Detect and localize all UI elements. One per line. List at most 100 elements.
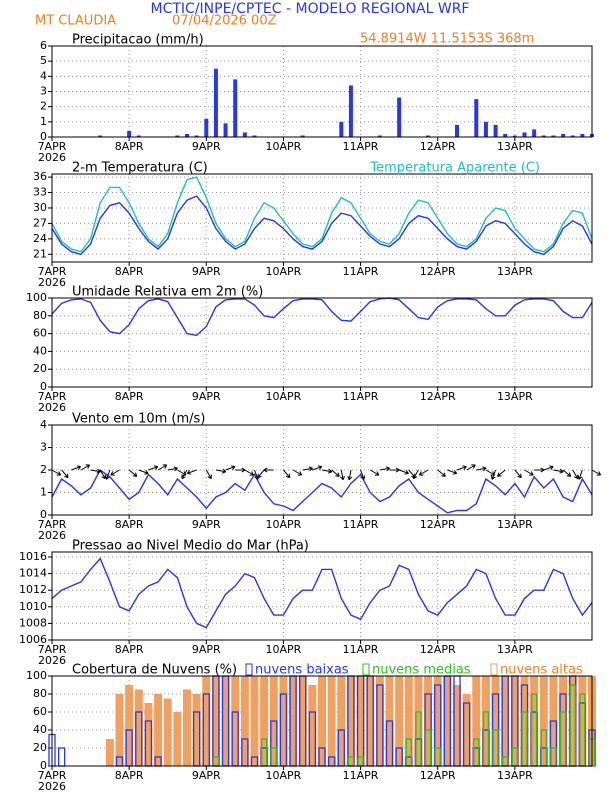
bar	[532, 129, 537, 137]
wind-arrow	[485, 469, 496, 476]
plot-frame	[51, 675, 593, 767]
wind-arrow	[157, 464, 168, 471]
y-tick-label: 1016	[19, 550, 47, 563]
y-tick-label: 5	[40, 54, 47, 67]
y-tick-label: 30	[33, 201, 47, 214]
bar	[578, 676, 587, 766]
bar	[105, 739, 114, 766]
bar	[395, 676, 404, 766]
wind-arrow	[71, 465, 82, 471]
y-tick-label: 1	[40, 115, 47, 128]
bar	[426, 135, 431, 137]
plot-frame	[51, 173, 593, 263]
bar	[308, 685, 317, 766]
bar	[510, 676, 519, 766]
plot-frame	[51, 45, 593, 138]
bar	[520, 676, 529, 766]
wind-arrow	[347, 469, 353, 481]
wind-arrow	[292, 469, 303, 476]
y-tick-label: 1008	[19, 616, 47, 629]
y-tick-label: 1012	[19, 583, 47, 596]
x-tick-label: 10APR	[266, 643, 302, 656]
wind-arrow	[398, 469, 409, 475]
bar	[211, 676, 220, 766]
wind-arrow	[186, 469, 197, 475]
bar	[202, 676, 211, 766]
x-tick-label: 9APR	[192, 140, 221, 153]
bar	[453, 685, 461, 766]
bar	[279, 676, 288, 766]
y-tick-label: 6	[40, 39, 47, 52]
run-date: 07/04/2026 00Z	[172, 14, 277, 29]
bar	[559, 676, 568, 766]
panel-title: Vento em 10m (m/s)	[72, 412, 205, 427]
x-tick-label: 8APR	[115, 265, 144, 278]
bar	[481, 676, 490, 766]
x-tick-label: 7APR	[38, 140, 67, 153]
panel-title: Cobertura de Nuvens (%)	[72, 663, 237, 678]
legend-entry: Temperatura Aparente (C)	[369, 161, 540, 176]
wind-arrow	[90, 468, 101, 474]
y-tick-label: 3	[40, 85, 47, 98]
wind-arrow	[456, 465, 467, 471]
y-tick-label: 60	[33, 327, 47, 340]
wind-arrow	[321, 468, 333, 474]
bar	[134, 689, 143, 766]
wind-arrow	[562, 469, 572, 477]
bar	[98, 135, 103, 137]
x-tick-label: 12APR	[420, 643, 456, 656]
legend-entry: nuvens medias	[372, 663, 471, 678]
x-year-label: 2026	[38, 401, 66, 414]
line	[51, 557, 593, 629]
bar	[327, 676, 336, 766]
bar	[551, 135, 556, 137]
wind-arrow	[138, 469, 149, 475]
bar	[115, 694, 124, 766]
bar	[512, 135, 517, 137]
wind-arrow	[80, 464, 91, 471]
bar	[136, 135, 141, 137]
panel-title: Precipitacao (mm/h)	[72, 33, 204, 48]
bar	[493, 124, 498, 137]
bar	[397, 97, 402, 137]
wind-arrow	[418, 469, 429, 476]
y-tick-label: 27	[33, 216, 47, 229]
x-tick-label: 13APR	[497, 518, 533, 531]
legend-swatch	[362, 663, 370, 676]
bar	[175, 135, 180, 137]
wind-arrow	[99, 469, 106, 480]
legend-swatch	[490, 663, 498, 676]
y-tick-label: 20	[33, 741, 47, 754]
x-tick-label: 7APR	[38, 518, 67, 531]
x-tick-label: 9APR	[192, 769, 221, 782]
wind-arrow	[572, 469, 579, 480]
bar	[356, 676, 365, 766]
line	[51, 195, 593, 256]
bar	[144, 703, 153, 766]
x-tick-label: 8APR	[115, 390, 144, 403]
wind-arrow	[105, 469, 111, 480]
coordinates: 54.8914W 11.5153S 368m	[360, 32, 534, 47]
bar	[240, 676, 249, 766]
bar	[183, 689, 191, 766]
y-tick-label: 80	[33, 687, 47, 700]
y-tick-label: 4	[40, 69, 47, 82]
y-tick-label: 2	[40, 463, 47, 476]
bar	[541, 135, 546, 137]
x-tick-label: 12APR	[420, 518, 456, 531]
x-tick-label: 7APR	[38, 390, 67, 403]
wind-arrow	[283, 469, 291, 479]
bar	[242, 132, 247, 137]
wind-arrow	[61, 469, 69, 479]
x-tick-label: 13APR	[497, 265, 533, 278]
x-tick-label: 8APR	[115, 643, 144, 656]
x-tick-label: 10APR	[266, 518, 302, 531]
wind-arrow	[148, 465, 159, 471]
y-tick-label: 80	[33, 309, 47, 322]
x-tick-label: 7APR	[38, 769, 67, 782]
bar	[231, 676, 240, 766]
x-tick-label: 13APR	[497, 390, 533, 403]
bar	[233, 79, 238, 137]
bar	[483, 121, 488, 137]
wind-arrow	[235, 467, 246, 473]
